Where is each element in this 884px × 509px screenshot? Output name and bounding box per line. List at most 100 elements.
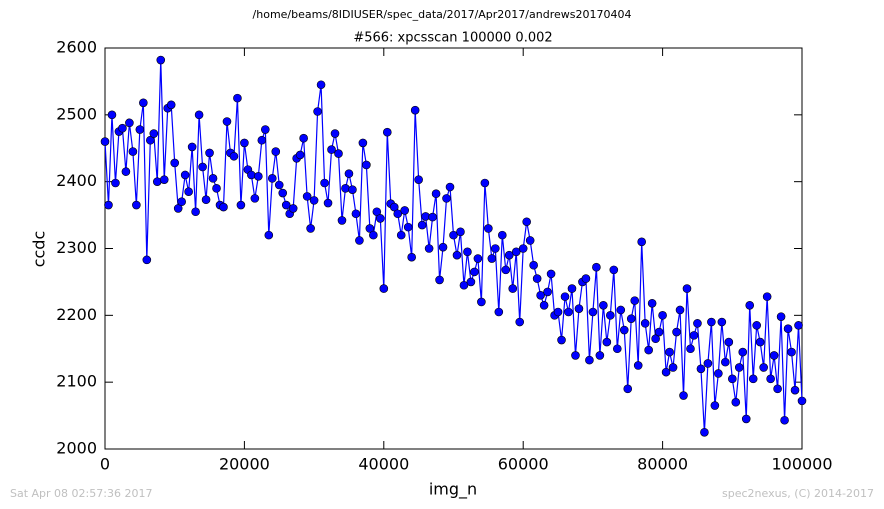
- data-point: [379, 284, 389, 293]
- data-point: [529, 260, 538, 270]
- data-point: [233, 93, 242, 103]
- y-tick-label: 2200: [56, 305, 97, 324]
- data-point: [212, 184, 221, 193]
- data-point: [389, 202, 399, 212]
- data-point: [417, 220, 427, 230]
- data-point: [748, 374, 758, 384]
- data-point: [173, 204, 183, 213]
- footer-left: Sat Apr 08 02:57:36 2017: [10, 487, 152, 500]
- data-point: [438, 242, 448, 252]
- data-point: [327, 145, 336, 154]
- data-point: [355, 236, 364, 245]
- data-point: [254, 172, 263, 181]
- x-axis-label: img_n: [429, 480, 477, 500]
- data-point: [177, 197, 186, 207]
- data-point: [794, 321, 803, 330]
- data-point: [278, 188, 288, 198]
- data-point: [382, 127, 392, 137]
- data-point: [689, 331, 699, 340]
- data-point: [463, 247, 472, 257]
- data-point: [501, 265, 511, 275]
- data-point: [755, 337, 765, 347]
- data-point: [323, 198, 333, 208]
- data-point: [205, 148, 214, 158]
- data-point: [121, 167, 131, 176]
- data-point: [511, 247, 521, 257]
- data-point: [783, 324, 793, 334]
- data-point: [675, 305, 685, 315]
- data-point: [484, 224, 493, 233]
- data-point: [585, 355, 594, 365]
- y-tick-label: 2000: [56, 439, 97, 458]
- data-point: [536, 290, 545, 300]
- data-point: [208, 174, 218, 183]
- data-point: [302, 192, 312, 201]
- plot-frame: [104, 47, 803, 450]
- data-point: [320, 178, 329, 188]
- data-point: [191, 207, 200, 217]
- data-point: [567, 284, 577, 293]
- data-point: [557, 335, 566, 345]
- chart-title: #566: xpcsscan 100000 0.002: [353, 31, 552, 46]
- data-point: [773, 384, 782, 394]
- data-point: [487, 254, 497, 263]
- data-point: [766, 374, 775, 384]
- data-point: [156, 55, 166, 65]
- data-point: [135, 125, 145, 134]
- data-point: [672, 327, 681, 337]
- data-point: [348, 185, 357, 194]
- data-point: [107, 110, 117, 120]
- data-point: [602, 337, 612, 347]
- data-point: [776, 312, 786, 321]
- data-point: [703, 359, 713, 368]
- data-point: [442, 194, 451, 203]
- data-point: [274, 180, 284, 190]
- data-point: [654, 327, 664, 337]
- data-point: [449, 230, 458, 240]
- data-point: [166, 100, 176, 110]
- data-point: [630, 296, 640, 305]
- data-point: [665, 347, 674, 357]
- data-point: [376, 214, 385, 223]
- x-tick-label: 60000: [498, 455, 549, 474]
- data-point: [264, 230, 274, 240]
- data-point: [560, 292, 570, 301]
- data-point: [198, 162, 207, 172]
- data-point: [700, 427, 709, 437]
- data-point: [222, 117, 232, 126]
- data-point: [247, 170, 256, 180]
- data-point: [543, 287, 552, 297]
- data-point: [477, 297, 486, 307]
- data-point: [780, 415, 789, 425]
- data-point: [435, 275, 444, 285]
- data-point: [159, 175, 169, 184]
- data-point: [658, 311, 667, 320]
- data-point: [431, 189, 441, 198]
- data-point: [400, 206, 410, 215]
- data-point: [497, 230, 507, 240]
- data-point: [525, 236, 535, 245]
- data-point: [504, 250, 514, 260]
- data-point: [619, 325, 629, 335]
- data-point: [104, 200, 113, 210]
- data-point: [372, 207, 382, 217]
- data-point: [456, 227, 465, 237]
- x-tick-label: 80000: [637, 455, 688, 474]
- data-point: [452, 250, 462, 260]
- chart-header: /home/beams/8IDIUSER/spec_data/2017/Apr2…: [253, 8, 632, 21]
- data-point: [344, 169, 354, 178]
- data-point: [351, 209, 361, 219]
- data-point: [790, 385, 800, 395]
- data-point: [679, 391, 688, 400]
- data-point: [508, 284, 518, 293]
- data-point: [111, 178, 120, 188]
- data-point: [407, 252, 416, 262]
- data-point: [707, 317, 716, 327]
- data-point: [466, 277, 476, 287]
- data-point: [571, 351, 580, 360]
- data-point: [616, 305, 626, 315]
- data-point: [149, 129, 159, 138]
- data-point: [588, 307, 598, 317]
- data-point: [219, 202, 228, 212]
- data-point: [599, 301, 608, 310]
